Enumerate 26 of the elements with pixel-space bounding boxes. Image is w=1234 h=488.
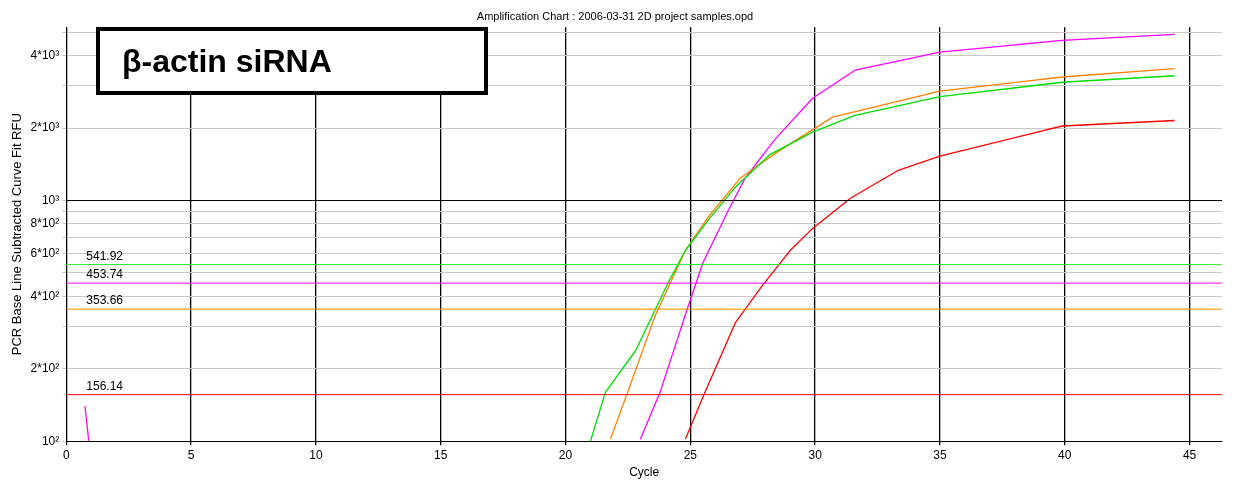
- y-tick-label: 10³: [41, 192, 60, 207]
- x-tick-label: 25: [683, 447, 698, 462]
- x-tick-label: 0: [62, 447, 70, 462]
- ref-line-label: 353.66: [86, 293, 124, 308]
- x-tick-label: 10: [309, 447, 323, 462]
- y-tick-label: 8*10²: [30, 216, 60, 231]
- x-tick-label: 15: [434, 447, 448, 462]
- y-tick-label: 4*10²: [30, 288, 60, 303]
- ref-line-label: 453.74: [86, 267, 124, 282]
- y-tick-label: 10²: [41, 433, 60, 448]
- ref-line-label: 541.92: [86, 248, 124, 263]
- x-tick-label: 30: [808, 447, 823, 462]
- y-tick-label: 2*10³: [30, 120, 60, 135]
- y-axis-title: PCR Base Line Subtracted Curve Fit RFU: [9, 113, 25, 356]
- y-tick-label: 2*10²: [30, 361, 60, 376]
- x-tick-label: 5: [187, 447, 195, 462]
- x-tick-label: 40: [1058, 447, 1072, 462]
- x-tick-label: 20: [558, 447, 573, 462]
- chart-title: Amplification Chart : 2006-03-31 2D project samples.opd: [476, 9, 754, 22]
- text-box: β-actin siRNA: [96, 27, 488, 95]
- ref-line-label: 156.14: [86, 378, 124, 393]
- x-tick-label: 35: [933, 447, 947, 462]
- x-axis-title: Cycle: [629, 465, 660, 480]
- y-tick-label: 6*10²: [30, 246, 60, 261]
- y-tick-label: 4*10³: [30, 47, 60, 62]
- x-tick-label: 45: [1182, 447, 1197, 462]
